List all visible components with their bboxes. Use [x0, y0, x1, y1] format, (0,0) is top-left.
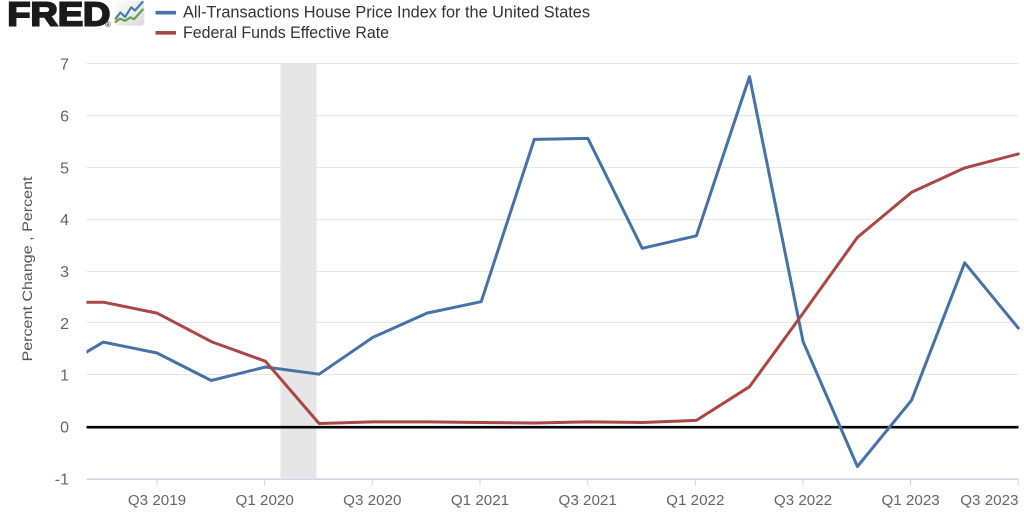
svg-text:Q3 2021: Q3 2021 [559, 492, 617, 509]
svg-text:Q1 2020: Q1 2020 [236, 492, 294, 509]
svg-text:Federal Funds Effective Rate: Federal Funds Effective Rate [183, 24, 389, 42]
svg-text:6: 6 [60, 109, 69, 126]
svg-text:Q1 2023: Q1 2023 [881, 492, 939, 509]
svg-text:4: 4 [60, 212, 69, 229]
svg-text:Q1 2021: Q1 2021 [451, 492, 509, 509]
svg-text:5: 5 [60, 160, 69, 177]
svg-text:2: 2 [60, 316, 69, 333]
svg-text:-1: -1 [55, 471, 69, 488]
svg-text:All-Transactions House Price I: All-Transactions House Price Index for t… [183, 4, 590, 22]
svg-text:®: ® [105, 20, 111, 29]
svg-text:Q3 2019: Q3 2019 [128, 492, 186, 509]
svg-text:0: 0 [60, 420, 69, 437]
svg-text:Q1 2022: Q1 2022 [666, 492, 724, 509]
svg-text:1: 1 [60, 368, 69, 385]
svg-text:Q3 2020: Q3 2020 [343, 492, 401, 509]
svg-text:7: 7 [60, 57, 69, 74]
svg-text:FRED: FRED [7, 0, 110, 33]
svg-text:Q3 2022: Q3 2022 [774, 492, 832, 509]
svg-text:Percent Change , Percent: Percent Change , Percent [20, 176, 35, 361]
svg-text:3: 3 [60, 264, 69, 281]
svg-text:Q3 2023: Q3 2023 [960, 492, 1018, 509]
